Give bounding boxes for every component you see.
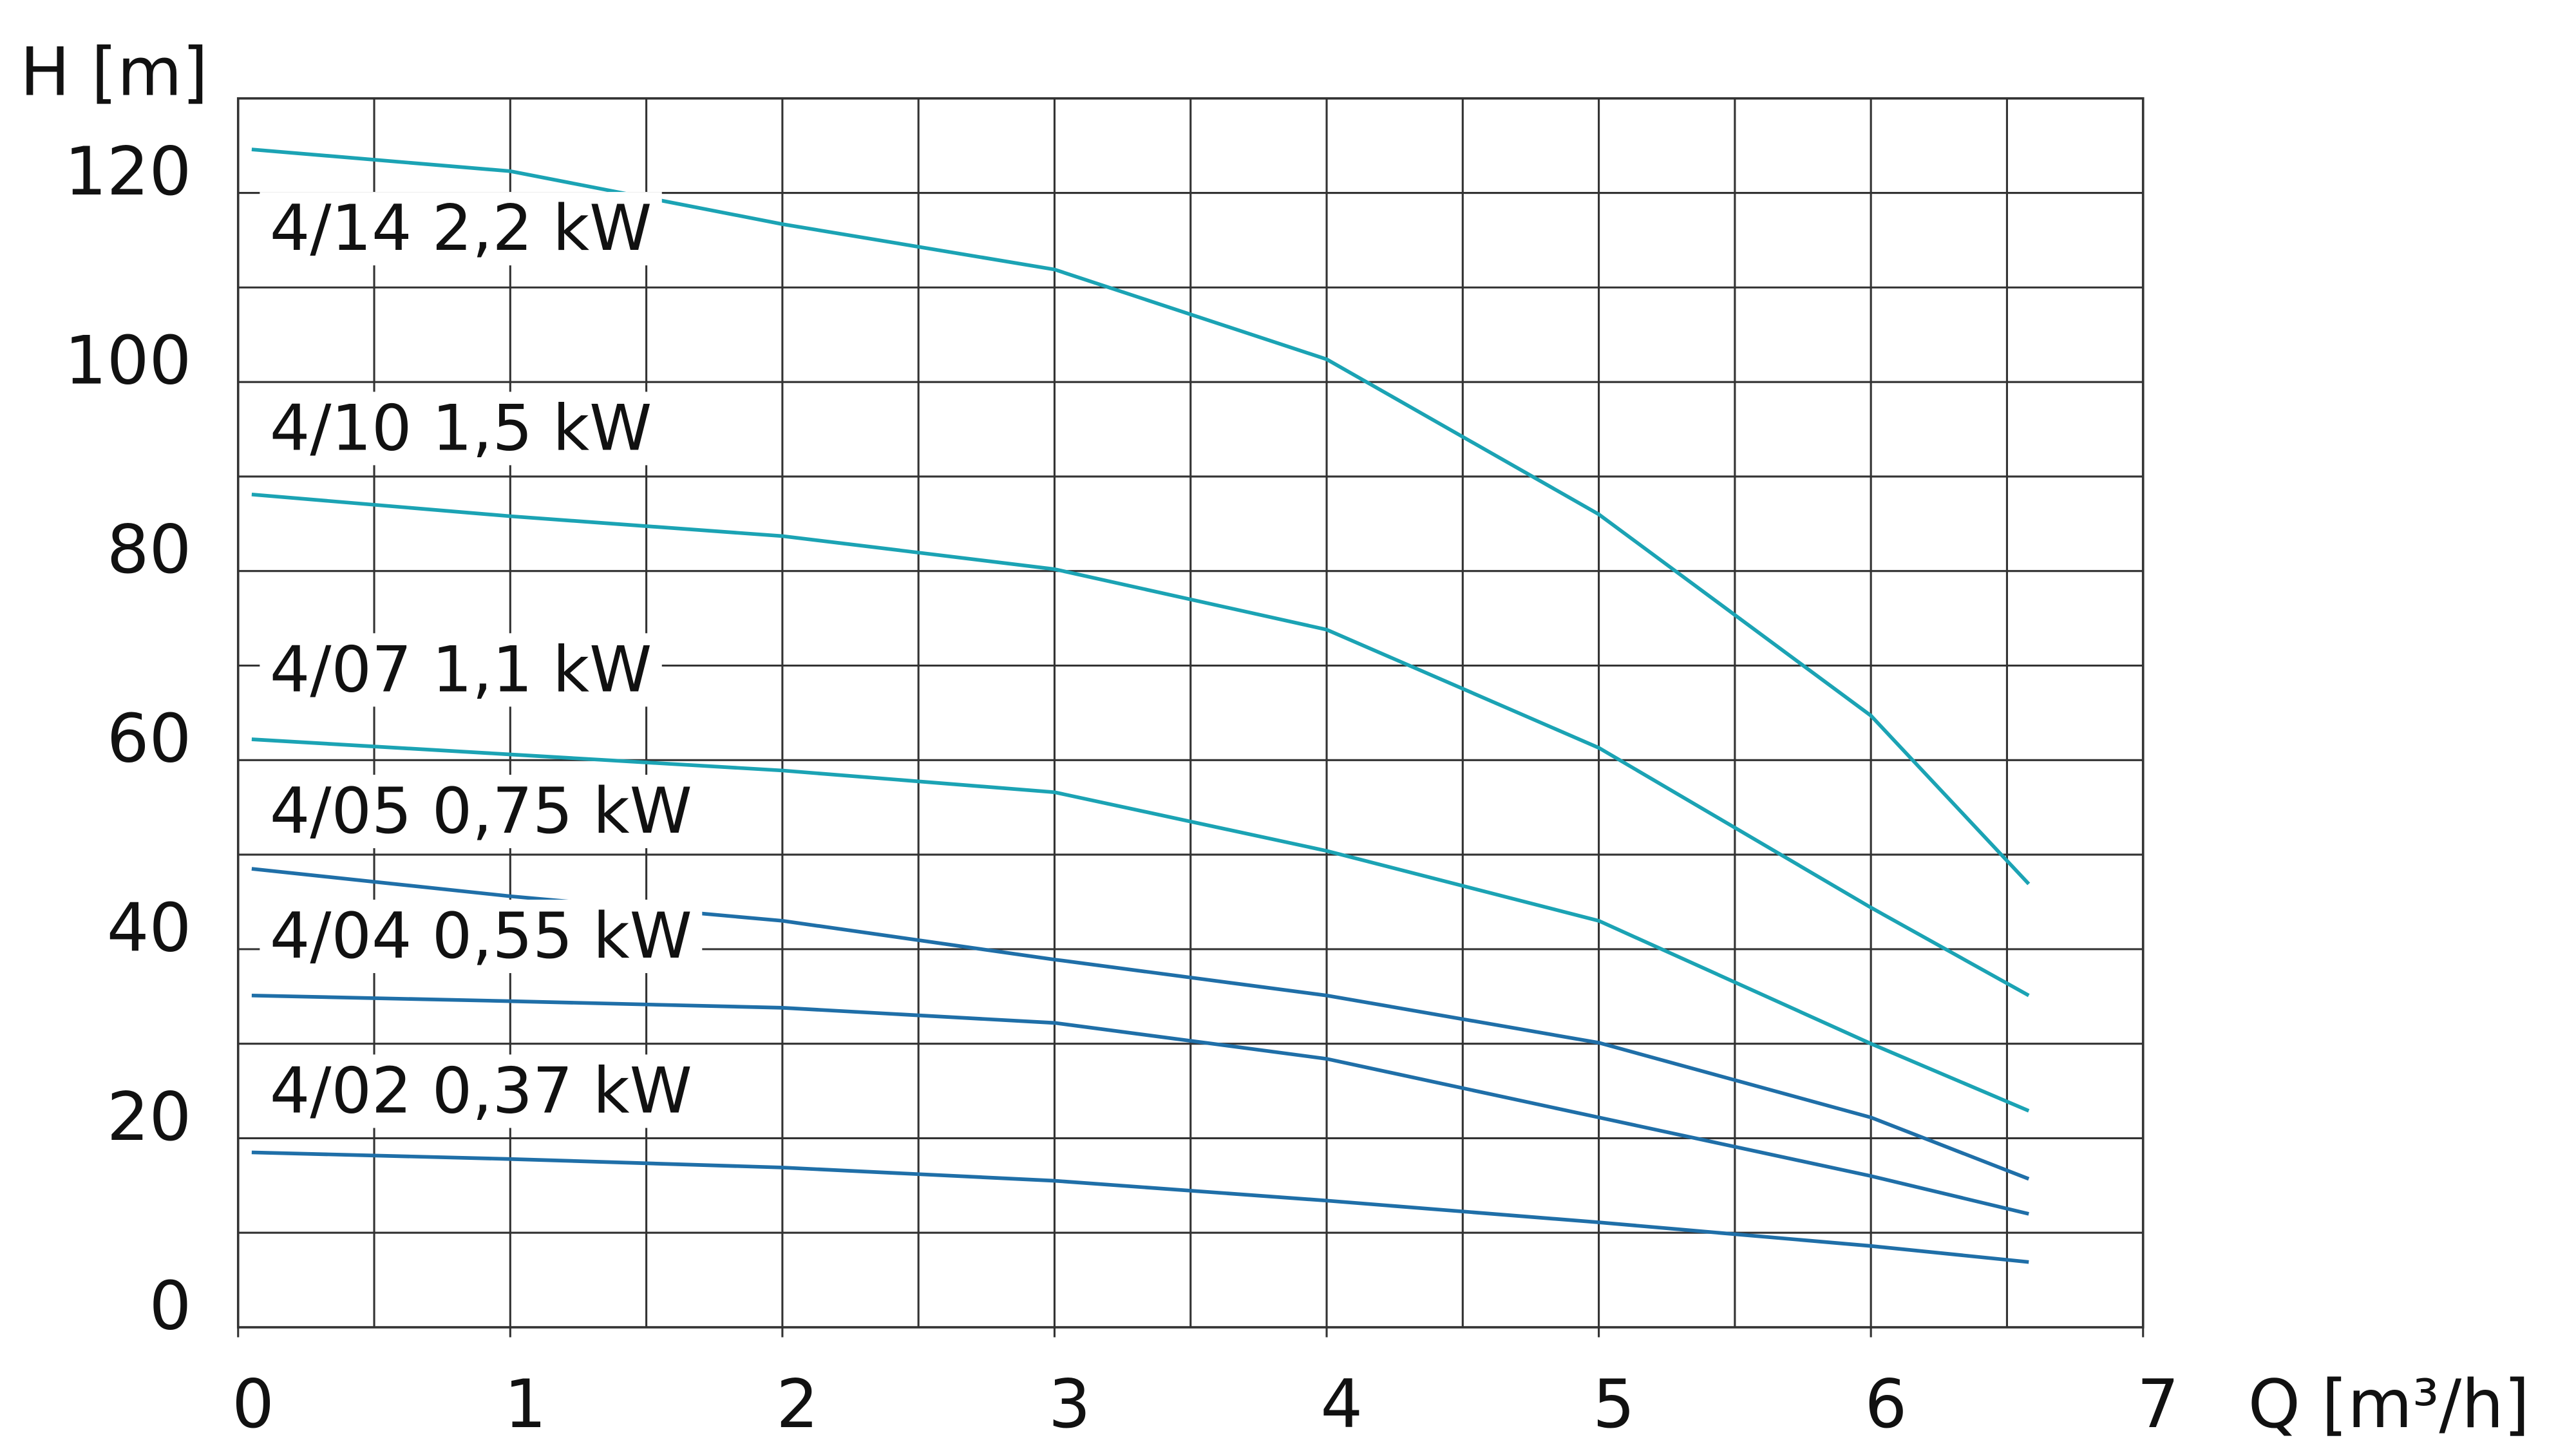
- series-label: 4/07 1,1 kW: [270, 633, 652, 706]
- y-tick-label: 40: [107, 889, 192, 967]
- x-tick-label: 2: [776, 1366, 819, 1443]
- series-label: 4/05 0,75 kW: [270, 775, 692, 848]
- label-background: [260, 899, 703, 973]
- series-line: [251, 737, 2030, 1113]
- x-tick-label: 3: [1048, 1366, 1091, 1443]
- x-tick-label: 0: [232, 1366, 274, 1443]
- y-tick-label: 80: [107, 511, 192, 589]
- x-tick-label: 5: [1593, 1366, 1635, 1443]
- series-line: [251, 1150, 2029, 1264]
- series-label: 4/14 2,2 kW: [270, 192, 652, 265]
- plot-frame: [236, 97, 2145, 1329]
- y-tick-label: 0: [149, 1267, 192, 1345]
- label-background: [260, 1054, 703, 1128]
- y-axis-title: H [m]: [20, 34, 208, 111]
- series-label: 4/02 0,37 kW: [270, 1054, 692, 1128]
- y-tick-label: 120: [64, 133, 191, 211]
- x-tick-label: 4: [1320, 1366, 1363, 1443]
- x-tick-label: 7: [2137, 1366, 2179, 1443]
- series-label: 4/04 0,55 kW: [270, 900, 692, 973]
- series-line: [251, 492, 2030, 998]
- series-line: [251, 147, 2031, 886]
- y-tick-label: 20: [107, 1079, 192, 1156]
- series-label: 4/10 1,5 kW: [270, 392, 652, 465]
- label-background: [260, 633, 662, 707]
- y-tick-label: 60: [107, 701, 192, 778]
- label-background: [260, 192, 662, 266]
- label-background: [260, 775, 703, 849]
- x-tick-label: 1: [504, 1366, 547, 1443]
- label-background: [260, 392, 662, 466]
- series-line: [251, 993, 2029, 1216]
- x-axis-title: Q [m³/h]: [2248, 1366, 2530, 1443]
- y-tick-label: 100: [64, 323, 191, 400]
- x-tick-label: 6: [1865, 1366, 1908, 1443]
